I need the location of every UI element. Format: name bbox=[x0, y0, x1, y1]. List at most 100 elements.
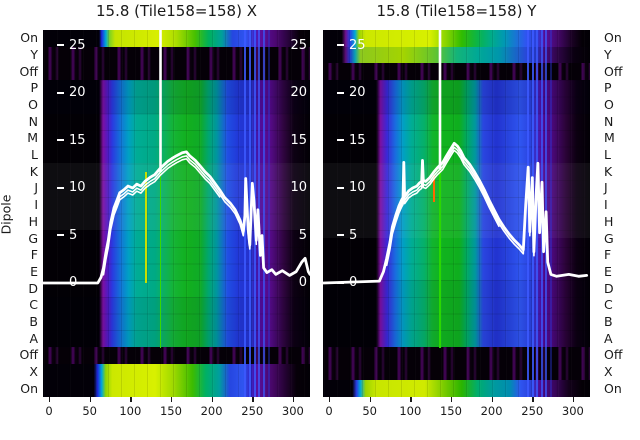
power-curve-main bbox=[323, 141, 589, 285]
power-curve-svg bbox=[43, 30, 310, 285]
channel-marker-line bbox=[439, 165, 441, 348]
dipole-row-label-left: K bbox=[29, 163, 38, 179]
channel-marker-line bbox=[159, 168, 162, 348]
tick-value: 5 bbox=[69, 227, 78, 243]
dipole-row-label-right: On bbox=[604, 380, 622, 396]
inner-ytick-left: 25 bbox=[337, 38, 366, 54]
dipole-row-label-left: Y bbox=[30, 47, 38, 63]
tick-value: 15 bbox=[349, 132, 366, 148]
tick-value: 10 bbox=[69, 180, 86, 195]
x-tick-mark bbox=[369, 397, 372, 402]
dipole-row-label-left: A bbox=[29, 330, 38, 346]
x-tick-mark bbox=[211, 397, 213, 402]
x-tick-label: 50 bbox=[82, 404, 97, 418]
x-tick-label: 100 bbox=[399, 404, 422, 418]
x-tick-mark bbox=[49, 397, 51, 402]
dipole-row-label-right: L bbox=[604, 147, 611, 163]
dipole-row-label-left: C bbox=[29, 297, 38, 313]
dipole-row-label-left: N bbox=[28, 113, 38, 129]
channel-marker-line bbox=[145, 172, 147, 283]
dipole-row-label-left: P bbox=[30, 80, 38, 96]
inner-ytick-left: 5 bbox=[57, 228, 77, 244]
dipole-row-label-right: O bbox=[604, 97, 614, 113]
inner-ytick-left: 25 bbox=[57, 38, 86, 54]
heatmap-panel-x: 25 25 20 20 15 15 10 10 5 5 0 0 bbox=[43, 30, 310, 397]
heatmap-panel-y: 25 20 15 10 5 0 bbox=[323, 30, 590, 397]
channel-marker-line bbox=[433, 175, 435, 202]
panel-x-title: 15.8 (Tile158=158) X bbox=[95, 2, 257, 20]
dipole-row-label-right: M bbox=[604, 130, 615, 146]
dipole-row-label-left: Off bbox=[19, 347, 38, 363]
dipole-row-label-left: I bbox=[34, 197, 38, 213]
x-tick-mark bbox=[491, 397, 493, 402]
tick-value: 5 bbox=[349, 227, 358, 243]
dipole-row-label-left: Off bbox=[19, 63, 38, 79]
panel-y-title: 15.8 (Tile158=158) Y bbox=[376, 2, 537, 20]
x-tick-mark bbox=[410, 397, 412, 402]
tick-dash bbox=[57, 44, 64, 46]
dipole-row-label-left: B bbox=[29, 313, 38, 329]
power-curve-svg bbox=[323, 30, 589, 285]
tick-dash bbox=[337, 139, 344, 141]
dipole-row-label-left: O bbox=[28, 97, 38, 113]
inner-ytick-left: 10 bbox=[57, 180, 86, 196]
inner-ytick-right: 25 bbox=[290, 37, 307, 53]
dipole-row-label-left: H bbox=[28, 213, 38, 229]
heatmap-band bbox=[43, 46, 310, 81]
power-curve-trace bbox=[102, 155, 258, 273]
heatmap-band bbox=[323, 30, 590, 47]
dipole-row-label-right: K bbox=[604, 163, 613, 179]
x-tick-mark bbox=[572, 397, 575, 402]
tick-value: 15 bbox=[69, 132, 86, 148]
heatmap-band bbox=[43, 80, 310, 347]
power-curve-trace bbox=[385, 146, 538, 264]
dipole-row-label-left: J bbox=[34, 180, 38, 196]
dipole-row-label-left: L bbox=[31, 147, 38, 163]
heatmap-band bbox=[43, 30, 310, 47]
x-tick-mark bbox=[450, 397, 453, 402]
heatmap-band bbox=[323, 46, 590, 64]
inner-ytick-left: 5 bbox=[337, 228, 357, 244]
dipole-row-label-left: On bbox=[20, 30, 38, 46]
tick-dash bbox=[57, 186, 64, 189]
inner-ytick-right: 5 bbox=[298, 227, 307, 243]
dipole-row-label-right: G bbox=[604, 230, 614, 246]
dipole-row-label-right: Y bbox=[604, 47, 612, 63]
x-tick-label: 300 bbox=[561, 404, 584, 418]
tick-value: 20 bbox=[69, 85, 86, 100]
tick-dash bbox=[57, 91, 64, 94]
dipole-row-label-right: H bbox=[604, 213, 614, 229]
heatmap-band bbox=[43, 346, 310, 364]
x-tick-mark bbox=[532, 397, 534, 402]
tick-value: 20 bbox=[349, 85, 366, 100]
inner-ytick-right: 20 bbox=[290, 85, 307, 100]
x-tick-label: 150 bbox=[439, 404, 462, 418]
tick-dash bbox=[337, 186, 344, 189]
x-tick-mark bbox=[170, 397, 173, 402]
dipole-row-label-right: F bbox=[604, 247, 612, 263]
x-tick-label: 50 bbox=[362, 404, 377, 418]
dipole-row-label-left: M bbox=[27, 130, 38, 146]
dipole-row-label-left: On bbox=[20, 380, 38, 396]
tick-dash bbox=[337, 91, 344, 94]
dipole-row-label-right: N bbox=[604, 113, 614, 129]
tick-dash bbox=[337, 44, 344, 46]
inner-ytick-left: 0 bbox=[337, 275, 357, 291]
tick-value: 0 bbox=[69, 275, 78, 290]
dipole-row-label-right: A bbox=[604, 330, 613, 346]
x-tick-mark bbox=[130, 397, 132, 402]
power-curve-trace bbox=[385, 149, 500, 267]
tick-dash bbox=[57, 234, 64, 236]
power-curve-main bbox=[43, 150, 310, 285]
dipole-row-label-right: On bbox=[604, 30, 622, 46]
tick-dash bbox=[57, 139, 64, 141]
inner-ytick-left: 0 bbox=[57, 275, 77, 291]
x-tick-label: 0 bbox=[325, 404, 333, 418]
heatmap-band bbox=[323, 380, 590, 397]
x-tick-label: 250 bbox=[521, 404, 544, 418]
heatmap-band bbox=[323, 63, 590, 81]
x-tick-mark bbox=[292, 397, 295, 402]
dipole-row-label-right: J bbox=[604, 180, 608, 196]
dipole-row-label-right: P bbox=[604, 80, 612, 96]
dipole-row-label-right: D bbox=[604, 280, 614, 296]
